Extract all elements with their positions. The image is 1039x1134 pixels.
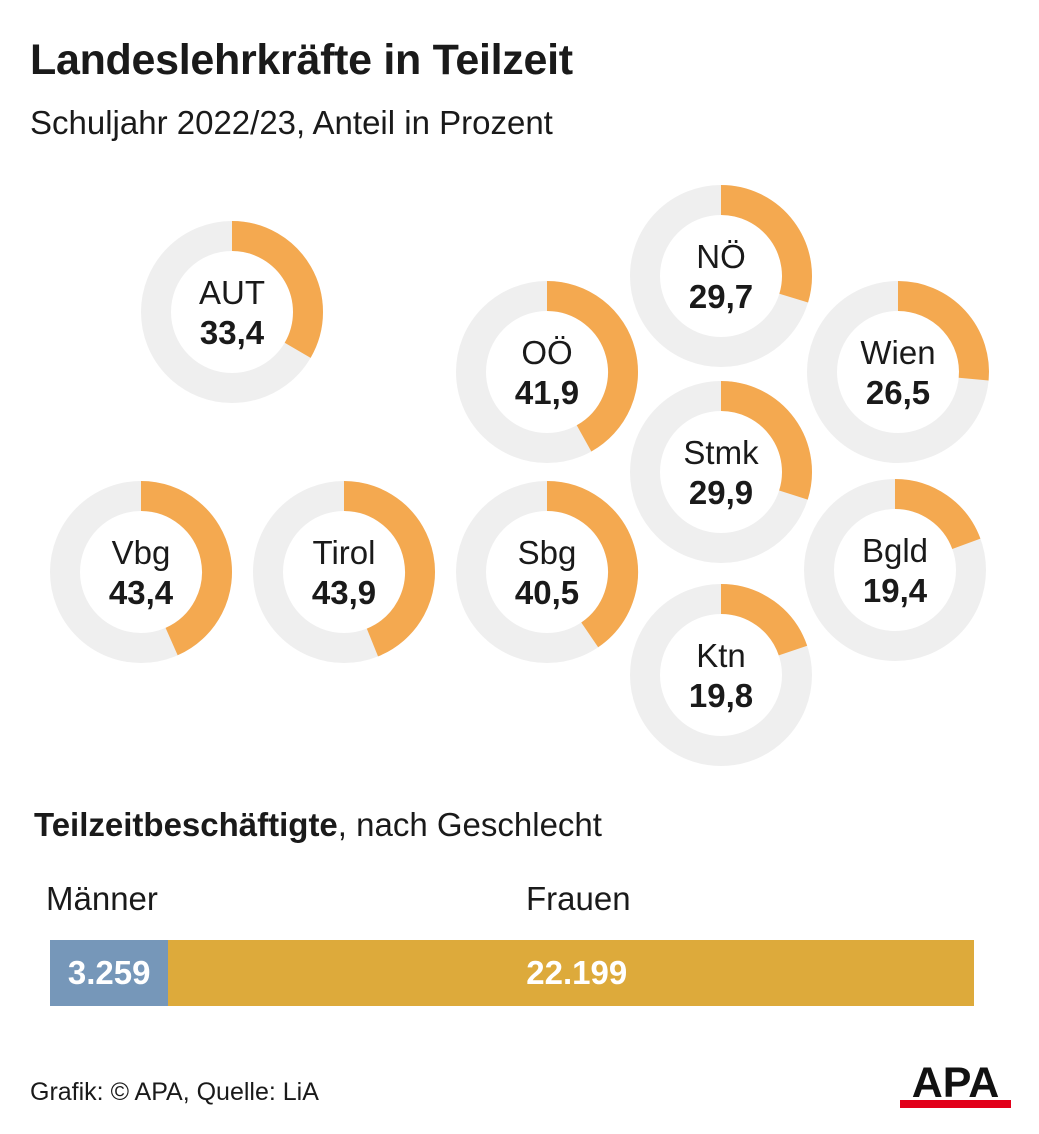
- donut-arc-stmk: [720, 381, 812, 500]
- donut-value-ktn: 19,8: [689, 677, 753, 714]
- donut-label-vbg: Vbg: [112, 534, 171, 571]
- donut-value-aut: 33,4: [200, 314, 265, 351]
- men-value-label: 3.259: [67, 954, 151, 991]
- donut-value-ooe: 41,9: [515, 374, 579, 411]
- apa-logo: APA: [900, 1060, 1011, 1108]
- women-label: Frauen: [526, 880, 631, 917]
- women-value-label: 22.199: [526, 954, 628, 991]
- donut-arc-sbg: [546, 481, 638, 648]
- donut-arc-aut: [231, 221, 323, 358]
- donut-label-ooe: OÖ: [521, 334, 572, 371]
- donut-label-bgld: Bgld: [862, 532, 928, 569]
- chart-subtitle: Schuljahr 2022/23, Anteil in Prozent: [30, 104, 553, 141]
- donut-label-noe: NÖ: [696, 238, 746, 275]
- donut-arc-vbg: [140, 481, 232, 656]
- donut-value-stmk: 29,9: [689, 474, 753, 511]
- men-label: Männer: [46, 880, 158, 917]
- donut-arc-bgld: [894, 479, 981, 550]
- gender-section-heading: Teilzeitbeschäftigte, nach Geschlecht: [34, 806, 602, 844]
- women-bar-segment: 22.199: [168, 940, 974, 1006]
- donut-value-wien: 26,5: [866, 374, 930, 411]
- gender-heading-rest: , nach Geschlecht: [337, 806, 602, 843]
- donut-value-noe: 29,7: [689, 278, 753, 315]
- donut-arc-wien: [897, 281, 989, 381]
- donut-value-bgld: 19,4: [863, 572, 928, 609]
- men-bar-segment: 3.259: [50, 940, 169, 1006]
- donut-chart-area: AUT33,4NÖ29,7OÖ41,9Wien26,5Stmk29,9Vbg43…: [50, 185, 989, 766]
- donut-arc-noe: [720, 185, 812, 303]
- donut-arc-ooe: [546, 281, 638, 452]
- donut-value-sbg: 40,5: [515, 574, 579, 611]
- donut-value-tirol: 43,9: [312, 574, 376, 611]
- source-credit: Grafik: © APA, Quelle: LiA: [30, 1078, 319, 1106]
- gender-stacked-bar: 3.259 22.199: [50, 940, 974, 1006]
- donut-label-ktn: Ktn: [696, 637, 746, 674]
- donut-arc-tirol: [343, 481, 435, 657]
- donut-label-stmk: Stmk: [683, 434, 759, 471]
- chart-title: Landeslehrkräfte in Teilzeit: [30, 36, 573, 84]
- donut-label-tirol: Tirol: [313, 534, 376, 571]
- donut-label-aut: AUT: [199, 274, 265, 311]
- donut-arc-ktn: [720, 584, 808, 656]
- donut-label-sbg: Sbg: [518, 534, 577, 571]
- donut-label-wien: Wien: [860, 334, 935, 371]
- donut-value-vbg: 43,4: [109, 574, 174, 611]
- svg-text:APA: APA: [912, 1060, 1000, 1107]
- gender-heading-bold: Teilzeitbeschäftigte: [34, 806, 338, 843]
